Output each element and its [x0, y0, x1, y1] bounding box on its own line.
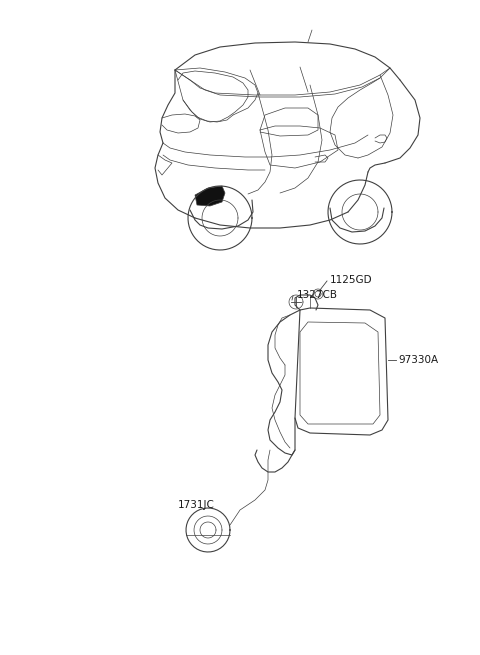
- Text: 1125GD: 1125GD: [330, 275, 372, 285]
- Text: 1731JC: 1731JC: [178, 500, 215, 510]
- Polygon shape: [195, 186, 225, 206]
- Text: 1327CB: 1327CB: [297, 290, 338, 300]
- Text: 97330A: 97330A: [398, 355, 438, 365]
